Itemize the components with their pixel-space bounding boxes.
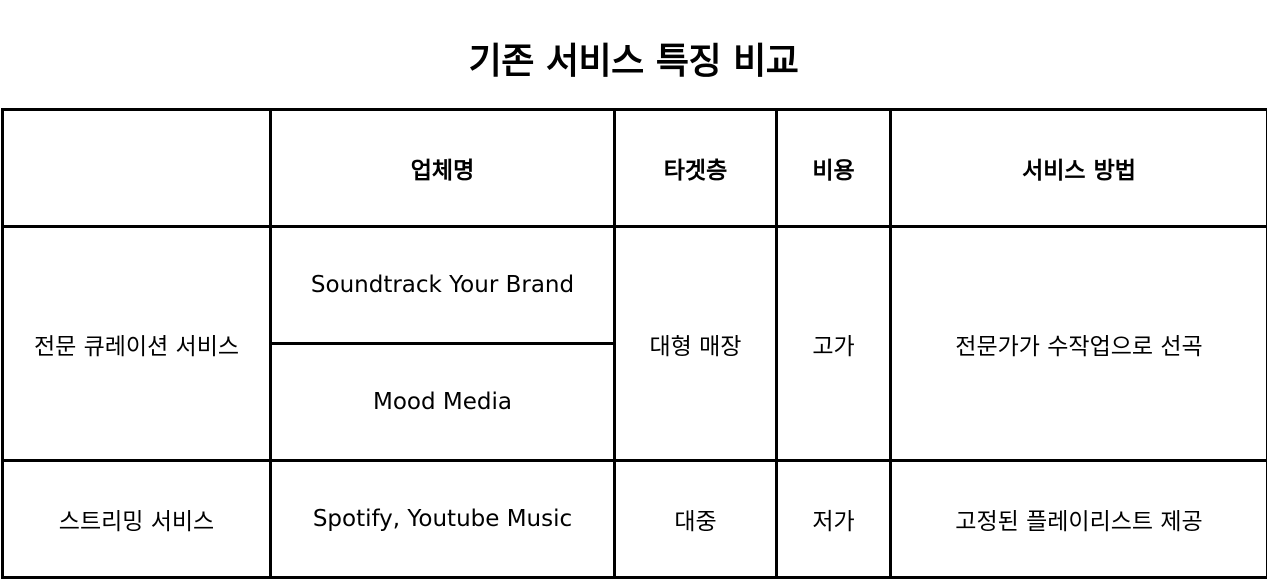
header-method: 서비스 방법: [889, 108, 1267, 228]
table-header-row: 업체명 타겟층 비용 서비스 방법: [1, 108, 1267, 228]
company-cell: Spotify, Youtube Music: [269, 459, 616, 579]
table-row: 스트리밍 서비스 Spotify, Youtube Music 대중 저가 고정…: [1, 459, 1267, 579]
comparison-table: 업체명 타겟층 비용 서비스 방법 전문 큐레이션 서비스 Soundtrack…: [1, 108, 1267, 579]
header-empty-cell: [1, 108, 272, 228]
category-cell: 스트리밍 서비스: [1, 459, 272, 579]
company-cell: Mood Media: [269, 342, 616, 462]
method-cell: 고정된 플레이리스트 제공: [889, 459, 1267, 579]
category-cell: 전문 큐레이션 서비스: [1, 225, 272, 462]
header-target: 타겟층: [613, 108, 778, 228]
table-row: Mood Media: [3, 342, 1267, 462]
header-cost: 비용: [775, 108, 892, 228]
target-cell: 대중: [613, 459, 778, 579]
table-row: 전문 큐레이션 서비스 Soundtrack Your Brand 대형 매장 …: [1, 225, 1267, 462]
cost-cell: 저가: [775, 459, 892, 579]
target-cell: 대형 매장: [613, 225, 778, 462]
page-title: 기존 서비스 특징 비교: [468, 41, 799, 82]
method-cell: 전문가가 수작업으로 선곡: [889, 225, 1267, 462]
company-cell: Soundtrack Your Brand: [269, 225, 616, 345]
header-company: 업체명: [269, 108, 616, 228]
cost-cell: 고가: [775, 225, 892, 462]
